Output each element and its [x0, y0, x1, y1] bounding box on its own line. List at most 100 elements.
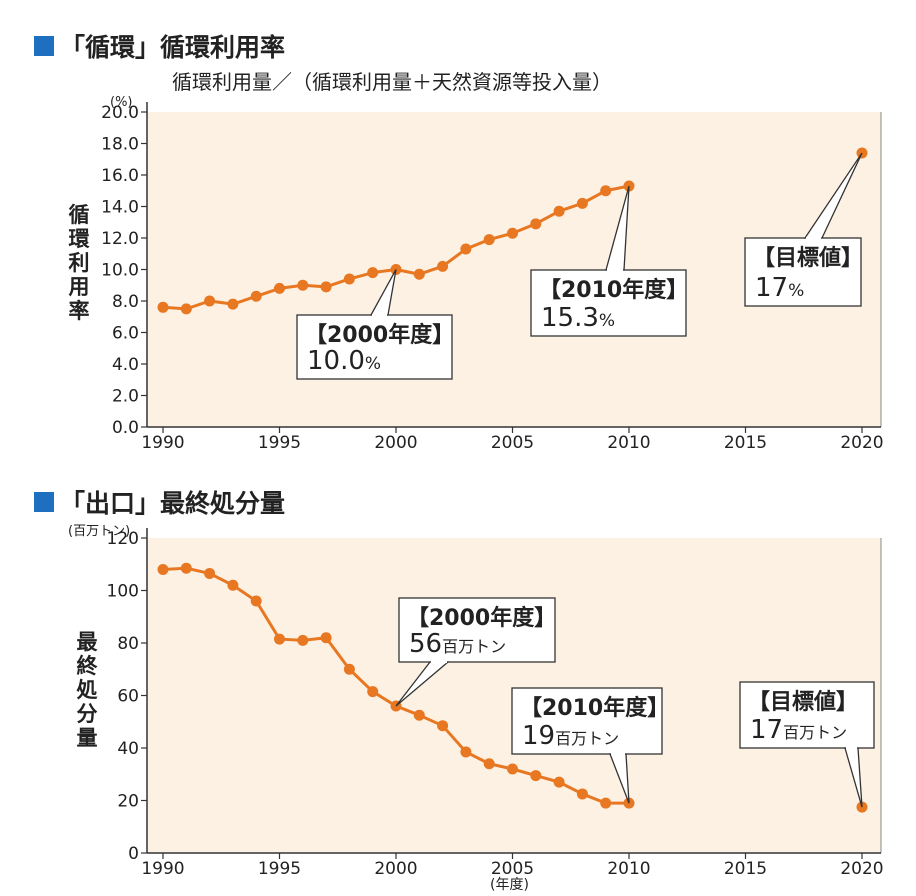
data-point — [343, 273, 355, 285]
callout-box — [744, 237, 862, 307]
callout-title: 【2000年度】 — [407, 605, 556, 631]
callout-value-unit: % — [788, 281, 804, 301]
callout-title: 【2010年度】 — [520, 695, 669, 721]
y-tick-label: 8.0 — [112, 292, 139, 312]
callout-value-unit: % — [365, 354, 381, 374]
x-tick-label: 2020 — [840, 859, 883, 879]
chart2-y-unit: (百万トン) — [68, 524, 131, 539]
chart1-title: 「循環」循環利用率 — [34, 28, 285, 64]
data-point — [250, 290, 262, 302]
callout-value-unit: 百万トン — [783, 723, 847, 742]
data-point — [530, 218, 542, 230]
chart2-ylabel: 最終処分量 — [76, 630, 98, 750]
data-point — [180, 303, 192, 315]
data-point — [227, 579, 239, 591]
data-point — [250, 595, 262, 607]
y-tick-label: 14.0 — [101, 198, 139, 218]
data-point — [507, 763, 518, 775]
x-tick-label: 2010 — [607, 433, 650, 453]
chart1-y-unit: (%) — [110, 95, 133, 110]
data-point — [343, 663, 355, 675]
data-point — [437, 260, 449, 272]
y-tick-label: 16.0 — [101, 166, 139, 186]
callout-title: 【2000年度】 — [305, 322, 454, 348]
callout-value: 17% — [755, 273, 804, 303]
title-square-icon — [34, 492, 54, 512]
x-tick-label: 2005 — [491, 433, 534, 453]
y-tick-label: 10.0 — [101, 261, 139, 281]
y-tick-label: 60 — [117, 687, 139, 707]
y-tick-label: 6.0 — [112, 324, 139, 344]
x-tick-label: 2015 — [724, 859, 767, 879]
callout-title: 【2010年度】 — [539, 277, 688, 303]
y-tick-label: 4.0 — [112, 355, 139, 375]
x-tick-label: 1990 — [141, 433, 184, 453]
callout-value: 56百万トン — [409, 629, 506, 659]
chart2: 0 20 40 60 80 100 120 1990 1995 2000 2005 2010 2015 2… — [107, 528, 884, 879]
data-point — [600, 185, 612, 197]
chart1-subtitle: 循環利用量／（循環利用量＋天然資源等投入量） — [172, 70, 612, 94]
x-tick-label: 1995 — [258, 433, 301, 453]
data-point — [297, 634, 309, 646]
x-tick-label: 1990 — [141, 859, 184, 879]
data-point — [320, 281, 332, 293]
y-tick-label: 120 — [107, 529, 139, 549]
callout-value: 10.0% — [307, 346, 381, 376]
chart2-title-text: 「出口」最終処分量 — [60, 489, 286, 518]
data-point — [576, 197, 588, 209]
data-point — [367, 267, 379, 279]
x-tick-label: 2010 — [607, 859, 650, 879]
y-tick-label: 0 — [128, 844, 139, 864]
y-tick-label: 12.0 — [101, 229, 139, 249]
callout-value-unit: 百万トン — [555, 729, 619, 748]
data-point — [483, 758, 495, 770]
x-tick-label: 2020 — [840, 433, 883, 453]
callout-value-number: 10.0 — [307, 346, 365, 376]
callout-title: 【目標値】 — [748, 690, 858, 715]
callout-value: 19百万トン — [522, 721, 619, 751]
data-point — [413, 709, 425, 721]
data-point — [576, 788, 588, 800]
callout-value-number: 17 — [750, 715, 783, 745]
chart1-title-text: 「循環」循環利用率 — [60, 33, 286, 62]
data-point — [204, 567, 216, 579]
y-tick-label: 40 — [117, 739, 139, 759]
data-point — [367, 686, 379, 698]
chart1: 0.0 2.0 4.0 6.0 8.0 10.0 12.0 14.0 16.0 18.0 20.0 1… — [101, 102, 884, 453]
chart2-title: 「出口」最終処分量 — [34, 484, 285, 520]
y-tick-label: 18.0 — [101, 135, 139, 155]
data-point — [460, 746, 472, 758]
callout-value-number: 19 — [522, 721, 555, 751]
data-point — [227, 298, 239, 310]
callout-box — [530, 269, 687, 337]
data-point — [553, 776, 565, 788]
y-tick-label: 0.0 — [112, 418, 139, 438]
data-point — [553, 205, 565, 217]
y-tick-label: 80 — [117, 634, 139, 654]
data-point — [320, 632, 332, 644]
callout-value-number: 56 — [409, 629, 442, 659]
data-point — [180, 562, 192, 574]
data-point — [530, 770, 542, 782]
y-tick-label: 100 — [107, 582, 139, 602]
chart1-ylabel: 循環利用率 — [68, 203, 90, 323]
data-point — [437, 720, 449, 732]
y-tick-label: 2.0 — [112, 387, 139, 407]
data-point — [507, 227, 518, 239]
callout-value-number: 17 — [755, 273, 788, 303]
callout-value-unit: 百万トン — [442, 637, 506, 656]
data-point — [274, 282, 285, 294]
data-point — [204, 295, 216, 307]
callout-box — [739, 681, 875, 749]
chart2-x-unit: (年度) — [490, 877, 529, 893]
y-tick-label: 20 — [117, 792, 139, 812]
x-tick-label: 1995 — [258, 859, 301, 879]
callout-box — [511, 687, 663, 755]
callout-box — [398, 597, 556, 663]
callout-value-unit: % — [599, 311, 615, 331]
data-point — [297, 279, 309, 291]
callout-value: 17百万トン — [750, 715, 847, 745]
x-tick-label: 2015 — [724, 433, 767, 453]
callout-title: 【目標値】 — [753, 246, 863, 271]
